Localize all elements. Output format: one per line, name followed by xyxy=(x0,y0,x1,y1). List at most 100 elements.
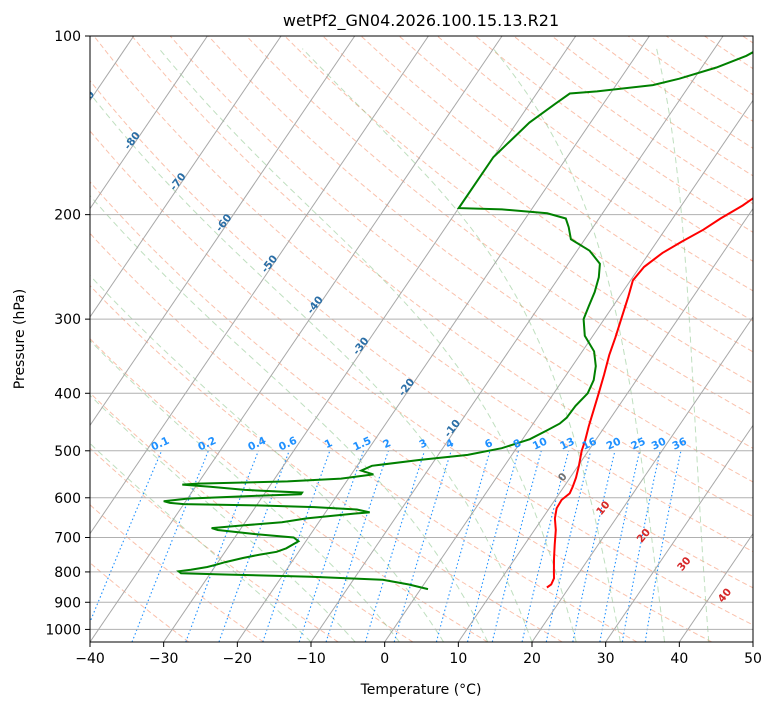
y-tick-label: 100 xyxy=(54,29,81,45)
mixing-ratio-label: 3 xyxy=(417,437,429,451)
isotherm-label: -40 xyxy=(305,294,326,316)
isotherm-label: -50 xyxy=(259,253,280,275)
isotherm-label: -20 xyxy=(396,376,417,398)
dry-adiabat xyxy=(665,36,753,96)
dry-adiabat xyxy=(436,36,753,262)
y-tick-label: 1000 xyxy=(45,622,81,638)
dry-adiabat xyxy=(704,36,753,70)
x-tick-label: 20 xyxy=(523,651,541,667)
dry-adiabat xyxy=(90,284,563,642)
isotherm-gridline xyxy=(310,36,724,642)
y-tick-label: 300 xyxy=(54,312,81,328)
isotherm-label: -100 xyxy=(28,45,54,73)
mixing-ratio-line xyxy=(435,450,491,642)
dry-adiabat xyxy=(742,36,753,44)
isotherm-gridline xyxy=(605,424,753,642)
isotherm-gridline xyxy=(90,36,282,318)
mixing-ratio-line xyxy=(572,450,616,642)
dry-adiabat xyxy=(246,36,753,416)
y-tick-label: 800 xyxy=(54,565,81,581)
isotherm-label: -70 xyxy=(168,171,189,193)
profile-line xyxy=(163,51,753,591)
mixing-ratio-line xyxy=(325,450,389,642)
dry-adiabat xyxy=(90,79,753,589)
dry-adiabat xyxy=(90,232,638,642)
x-axis-title: Temperature (°C) xyxy=(360,682,482,698)
moist-adiabat xyxy=(302,48,621,642)
y-tick-label: 900 xyxy=(54,595,81,611)
dry-adiabat xyxy=(322,36,753,353)
profile-line xyxy=(546,197,753,589)
mixing-ratio-line xyxy=(131,450,209,642)
mixing-ratio-line xyxy=(599,450,641,642)
mixing-ratio-label: 10 xyxy=(531,436,549,453)
isotherm-label: -80 xyxy=(122,130,143,152)
y-tick-label: 700 xyxy=(54,531,81,547)
mixing-ratio-label: 36 xyxy=(670,436,688,453)
moist-adiabat xyxy=(90,339,400,642)
isotherm-gridline xyxy=(531,316,753,642)
isotherm-gridline xyxy=(752,641,753,642)
isotherm-label: -10 xyxy=(442,417,463,439)
isotherm-gridline xyxy=(90,36,503,642)
isotherm-gridline xyxy=(236,36,650,642)
moist-adiabat-label: 30 xyxy=(675,555,694,574)
dry-adiabat xyxy=(90,447,339,642)
x-tick-label: −30 xyxy=(149,651,179,667)
mixing-ratio-label: 2 xyxy=(381,437,393,451)
plot-frame xyxy=(89,35,754,643)
x-tick-label: −20 xyxy=(223,651,253,667)
moist-adiabat xyxy=(90,274,445,642)
mixing-ratio-line xyxy=(393,450,452,642)
moist-adiabat xyxy=(656,48,710,642)
isotherm-gridline xyxy=(90,36,429,535)
mixing-ratio-line xyxy=(298,450,365,642)
moist-adiabat-label: 10 xyxy=(594,499,613,518)
dry-adiabat xyxy=(90,562,190,642)
isotherm-gridline xyxy=(163,36,577,642)
mixing-ratio-line xyxy=(185,450,259,642)
moist-adiabat xyxy=(492,48,666,642)
mixing-ratio-label: 20 xyxy=(605,436,623,453)
y-tick-label: 500 xyxy=(54,444,81,460)
isotherm-label: -30 xyxy=(351,335,372,357)
mixing-ratio-line xyxy=(521,450,570,642)
x-tick-label: −10 xyxy=(296,651,326,667)
dry-adiabat xyxy=(90,130,753,626)
x-tick-label: 10 xyxy=(449,651,467,667)
mixing-ratio-line xyxy=(364,450,426,642)
x-tick-label: −40 xyxy=(75,651,105,667)
mixing-ratio-line xyxy=(621,450,661,642)
dry-adiabat xyxy=(90,338,488,642)
x-tick-label: 0 xyxy=(380,651,389,667)
mixing-ratio-label: 1 xyxy=(323,437,335,451)
isotherm-label: -90 xyxy=(76,89,97,111)
dry-adiabat xyxy=(93,36,753,553)
mixing-ratio-line xyxy=(262,450,331,642)
dry-adiabat xyxy=(90,181,712,642)
isotherm-label: -60 xyxy=(213,212,234,234)
isotherm-gridline xyxy=(90,36,208,210)
dry-adiabat xyxy=(169,36,753,483)
x-tick-label: 30 xyxy=(597,651,615,667)
y-axis-title: Pressure (hPa) xyxy=(12,289,28,389)
moist-adiabat xyxy=(90,394,356,642)
isotherm-gridline xyxy=(90,36,356,427)
mixing-ratio-label: 30 xyxy=(650,436,668,453)
x-tick-label: 50 xyxy=(744,651,762,667)
mixing-ratio-line xyxy=(466,450,520,642)
isotherm-gridline xyxy=(457,207,753,642)
chart-title: wetPf2_GN04.2026.100.15.13.R21 xyxy=(283,11,559,31)
dry-adiabat xyxy=(513,36,753,205)
dry-adiabat xyxy=(90,504,264,642)
mixing-ratio-line xyxy=(545,450,592,642)
mixing-ratio-line xyxy=(218,450,290,642)
mixing-ratio-label: 8 xyxy=(511,437,523,451)
mixing-ratio-label: 25 xyxy=(629,436,647,453)
mixing-ratio-label: 16 xyxy=(580,436,598,453)
moist-adiabat xyxy=(90,194,489,642)
isotherm-gridline xyxy=(678,532,753,642)
dry-adiabat xyxy=(90,392,414,642)
y-tick-label: 600 xyxy=(54,491,81,507)
